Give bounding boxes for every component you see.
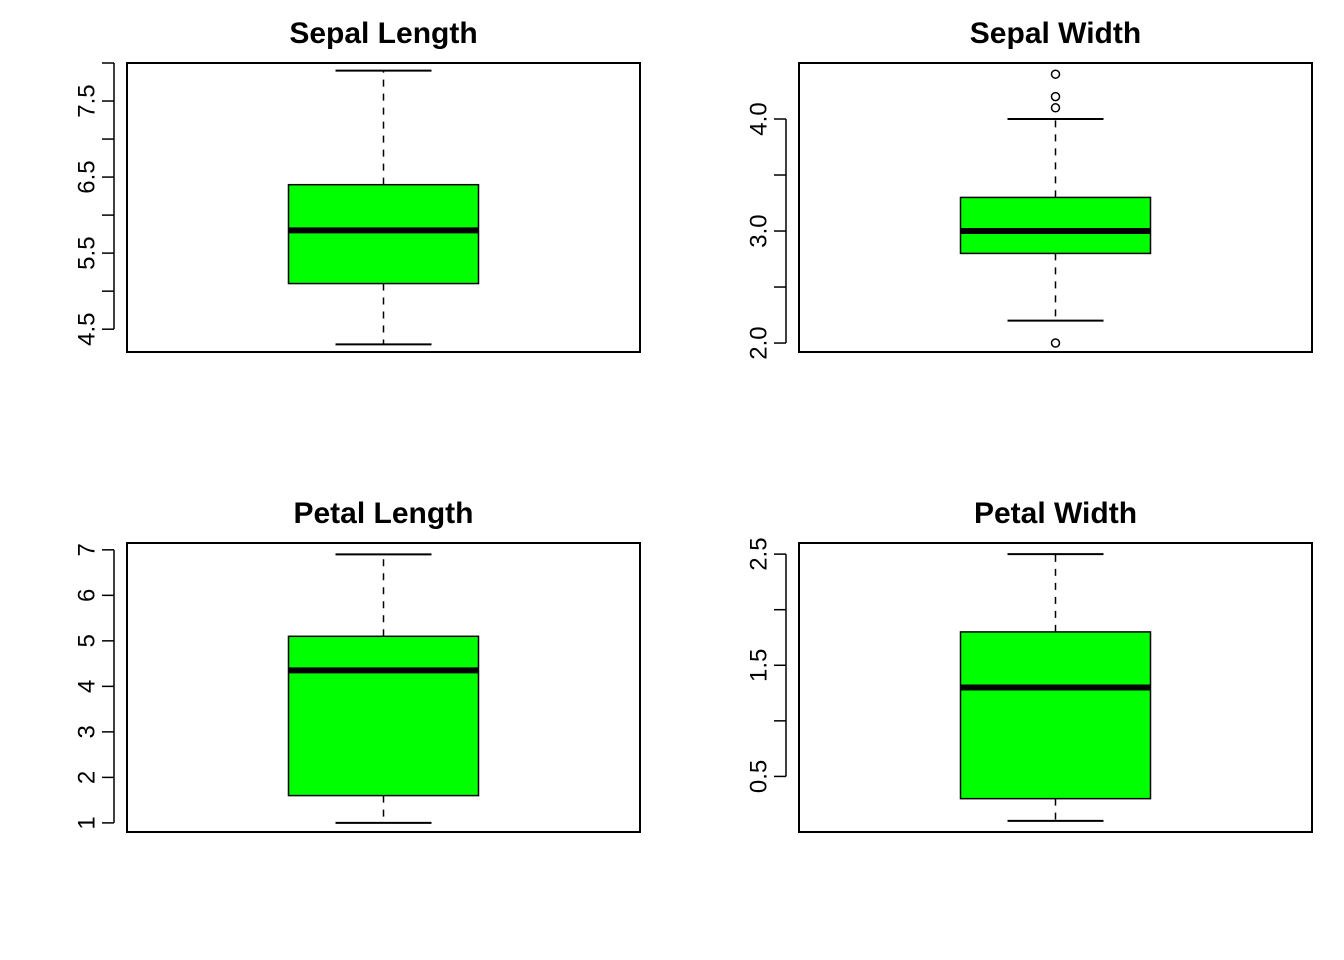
y-tick-label: 4.5 — [74, 312, 101, 345]
y-tick-label: 3.0 — [746, 214, 773, 247]
y-tick-label: 7 — [74, 543, 101, 556]
panel-title: Petal Length — [293, 497, 473, 530]
outlier-point — [1050, 103, 1061, 113]
y-tick-label: 0.5 — [746, 760, 773, 793]
panel-2: Sepal Width 2.0 3.0 4.0 — [746, 17, 1313, 360]
outlier-point — [1050, 69, 1061, 79]
y-tick-label: 7.5 — [74, 84, 101, 117]
plot-frame — [126, 62, 641, 353]
y-tick-label: 6.5 — [74, 160, 101, 193]
iqr-box — [959, 631, 1152, 800]
plot-frame — [798, 542, 1313, 833]
outlier-point — [1050, 91, 1061, 102]
y-tick-label: 5.5 — [74, 236, 101, 269]
y-tick-label: 2.5 — [746, 537, 773, 570]
y-tick-label: 2.0 — [746, 326, 773, 359]
y-tick-label: 6 — [74, 589, 101, 602]
plot-frame — [798, 62, 1313, 353]
y-tick-label: 3 — [74, 725, 101, 738]
y-tick-label: 2 — [74, 771, 101, 784]
panel-1: Sepal Length 4.5 5.5 6.5 7.5 — [74, 17, 641, 353]
panel-title: Petal Width — [974, 497, 1137, 530]
outlier-point — [1050, 338, 1061, 348]
iqr-box — [959, 196, 1152, 255]
panel-3: Petal Length 1 2 3 4 5 6 7 — [74, 497, 641, 833]
iqr-box — [287, 635, 480, 797]
y-tick-label: 1.5 — [746, 649, 773, 682]
panel-title: Sepal Width — [970, 17, 1141, 50]
panel-title: Sepal Length — [289, 17, 477, 50]
panel-4: Petal Width 0.5 1.5 2.5 — [746, 497, 1313, 833]
y-tick-label: 5 — [74, 634, 101, 647]
y-tick-label: 1 — [74, 816, 101, 829]
y-tick-label: 4.0 — [746, 102, 773, 135]
y-tick-label: 4 — [74, 680, 101, 693]
iqr-box — [287, 183, 480, 285]
plot-frame — [126, 542, 641, 833]
